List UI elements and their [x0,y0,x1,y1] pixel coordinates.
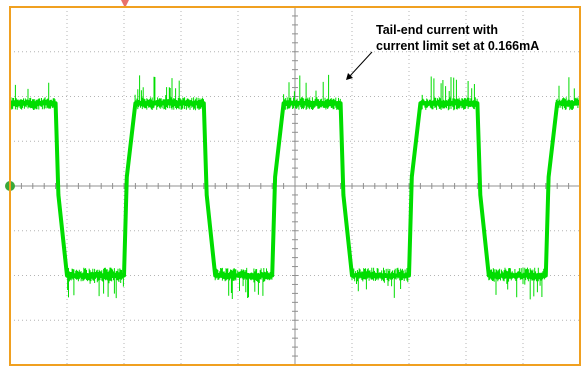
grid-layer [9,6,581,366]
annotation-text: Tail-end current with current limit set … [376,23,581,54]
annotation-line-1: Tail-end current with [376,23,498,37]
annotation-line-2: current limit set at 0.166mA [376,38,540,53]
trigger-marker-icon [121,0,129,8]
arrow-shaft [348,51,373,78]
annotation-arrow [346,51,373,80]
arrow-head-icon [346,73,353,80]
plot-frame [9,6,581,366]
